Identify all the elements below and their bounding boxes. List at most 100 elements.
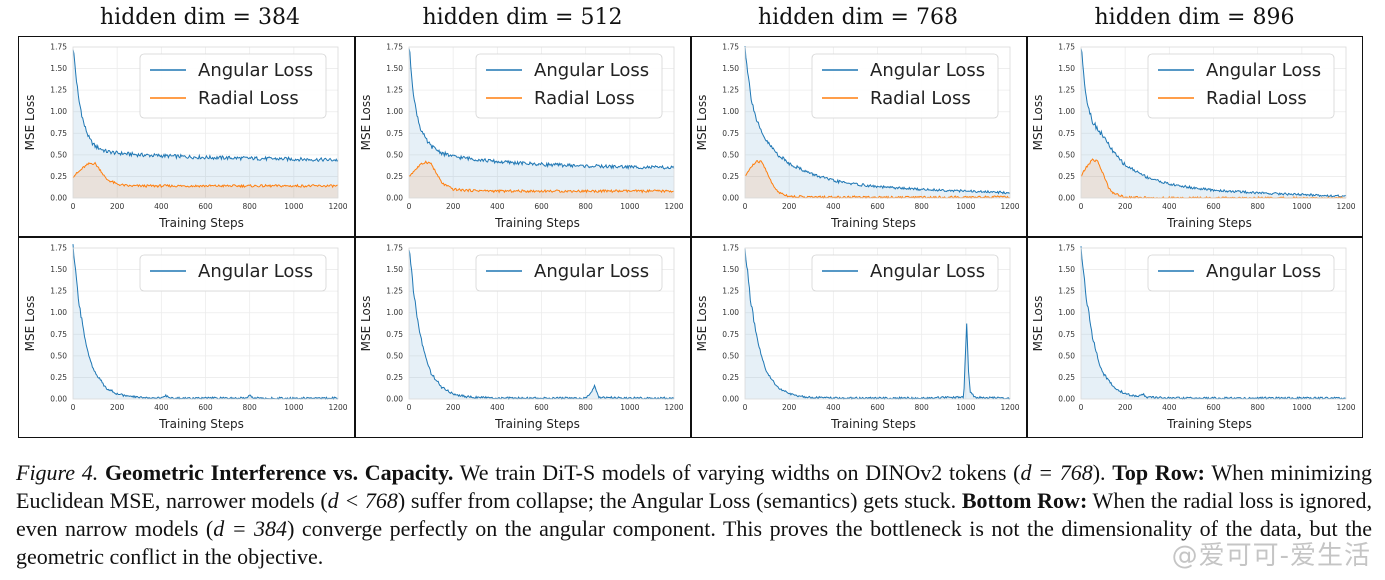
legend-box — [811, 254, 999, 292]
y-tick-label: 1.50 — [1058, 64, 1075, 73]
legend: Angular Loss — [1147, 254, 1335, 292]
y-axis-label: MSE Loss — [1031, 95, 1045, 151]
y-tick-label: 1.00 — [1058, 308, 1075, 317]
x-axis-label: Training Steps — [830, 216, 916, 230]
caption-math-2: d < 768 — [327, 488, 398, 513]
panel-bottom-768: 0 200 400 600 800 1000 1200 0.00 0.25 0.50 0.75 1.0… — [695, 244, 1020, 432]
column-title-3: hidden dim = 768 — [758, 5, 958, 30]
x-tick-label: 400 — [490, 202, 505, 211]
x-tick-label: 600 — [1206, 202, 1221, 211]
caption-bottom-row-label: Bottom Row: — [961, 488, 1088, 513]
x-tick-label: 400 — [490, 403, 505, 412]
x-tick-label: 200 — [446, 403, 461, 412]
x-tick-label: 200 — [782, 403, 797, 412]
y-tick-label: 0.50 — [386, 150, 403, 159]
x-tick-label: 600 — [1206, 403, 1221, 412]
y-tick-label: 1.75 — [1058, 43, 1075, 52]
angular-loss-line — [744, 248, 1011, 400]
y-tick-label: 0.50 — [50, 351, 67, 360]
caption-text-3: When minimizing Euclidean MSE, narrower … — [16, 460, 1373, 513]
x-tick-label: 0 — [407, 403, 412, 412]
x-tick-label: 200 — [1118, 403, 1133, 412]
x-tick-label: 1200 — [1336, 403, 1355, 412]
y-tick-label: 0.75 — [1058, 330, 1075, 339]
y-tick-label: 0.50 — [386, 351, 403, 360]
caption-top-row-label: Top Row: — [1112, 460, 1205, 485]
panel-top-896: 0 200 400 600 800 1000 1200 0.00 0.25 0.50 0.75 1.0… — [1031, 43, 1356, 231]
x-axis-label: Training Steps — [494, 417, 580, 431]
x-tick-label: 0 — [1079, 403, 1084, 412]
panel-top-512: 0 200 400 600 800 1000 1200 0.00 0.25 0.50 0.75 1.0… — [359, 43, 684, 231]
grid-divider-h — [18, 236, 1363, 238]
x-tick-label: 1200 — [328, 403, 347, 412]
y-tick-label: 1.25 — [50, 86, 67, 95]
radial-loss-area — [1081, 159, 1346, 198]
radial-loss-area — [745, 160, 1010, 198]
x-tick-label: 600 — [534, 202, 549, 211]
x-tick-label: 800 — [243, 202, 258, 211]
y-tick-label: 1.25 — [386, 86, 403, 95]
x-tick-label: 600 — [198, 202, 213, 211]
legend-box — [475, 254, 663, 292]
y-axis-label: MSE Loss — [23, 296, 37, 352]
legend-label: Radial Loss — [534, 88, 635, 109]
legend-box — [139, 254, 327, 292]
y-axis-label: MSE Loss — [359, 95, 373, 151]
y-tick-label: 1.75 — [50, 244, 67, 253]
y-tick-label: 1.00 — [386, 107, 403, 116]
legend-label: Angular Loss — [534, 60, 649, 81]
y-axis-label: MSE Loss — [359, 296, 373, 352]
y-tick-label: 0.25 — [50, 172, 67, 181]
angular-loss-area — [73, 49, 338, 198]
y-tick-label: 0.75 — [50, 330, 67, 339]
caption-text-4: ) suffer from collapse; the Angular Loss… — [397, 488, 962, 513]
y-tick-label: 1.75 — [386, 244, 403, 253]
y-tick-label: 1.75 — [1058, 244, 1075, 253]
y-tick-label: 0.00 — [386, 194, 403, 203]
y-tick-label: 0.75 — [386, 129, 403, 138]
y-tick-label: 0.00 — [1058, 194, 1075, 203]
y-tick-label: 1.75 — [722, 43, 739, 52]
plot-area-border — [72, 46, 339, 199]
plot-area-border — [1080, 247, 1347, 400]
x-tick-label: 800 — [915, 403, 930, 412]
x-tick-label: 800 — [579, 202, 594, 211]
y-tick-label: 0.25 — [1058, 172, 1075, 181]
watermark: @爱可可-爱生活 — [1171, 541, 1371, 571]
y-tick-label: 1.00 — [50, 107, 67, 116]
caption-text-5: When the radial loss is ignored, even na… — [16, 488, 1373, 541]
x-tick-label: 1000 — [620, 403, 639, 412]
y-tick-label: 0.50 — [50, 150, 67, 159]
caption-text-2: ). — [1092, 460, 1113, 485]
y-tick-label: 0.50 — [722, 351, 739, 360]
x-tick-label: 1000 — [284, 202, 303, 211]
y-tick-label: 0.00 — [386, 395, 403, 404]
angular-loss-line — [1080, 48, 1347, 198]
x-tick-label: 400 — [154, 403, 169, 412]
x-tick-label: 200 — [446, 202, 461, 211]
y-tick-label: 1.50 — [1058, 265, 1075, 274]
y-tick-label: 1.50 — [50, 64, 67, 73]
figure-label: Figure 4. — [16, 460, 99, 485]
panel-top-384: 0 200 400 600 800 1000 1200 0.00 0.25 0.50 0.75 1.0… — [23, 43, 348, 231]
y-axis-label: MSE Loss — [1031, 296, 1045, 352]
x-tick-label: 800 — [243, 403, 258, 412]
x-tick-label: 600 — [870, 202, 885, 211]
y-tick-label: 1.25 — [722, 287, 739, 296]
x-tick-label: 0 — [71, 403, 76, 412]
panel-top-768: 0 200 400 600 800 1000 1200 0.00 0.25 0.50 0.75 1.0… — [695, 43, 1020, 231]
legend: Angular Loss Radial Loss — [139, 53, 327, 119]
y-tick-label: 0.25 — [386, 373, 403, 382]
x-axis-label: Training Steps — [494, 216, 580, 230]
legend: Angular Loss Radial Loss — [811, 53, 999, 119]
x-axis-label: Training Steps — [158, 216, 244, 230]
legend-label: Angular Loss — [870, 60, 985, 81]
caption-text-1: We train DiT-S models of varying widths … — [453, 460, 1021, 485]
column-title-4: hidden dim = 896 — [1094, 5, 1295, 30]
x-tick-label: 0 — [407, 202, 412, 211]
plot-area-border — [1080, 46, 1347, 199]
y-tick-label: 1.25 — [722, 86, 739, 95]
y-tick-label: 1.00 — [722, 308, 739, 317]
legend: Angular Loss — [811, 254, 999, 292]
angular-loss-area — [745, 248, 1010, 399]
